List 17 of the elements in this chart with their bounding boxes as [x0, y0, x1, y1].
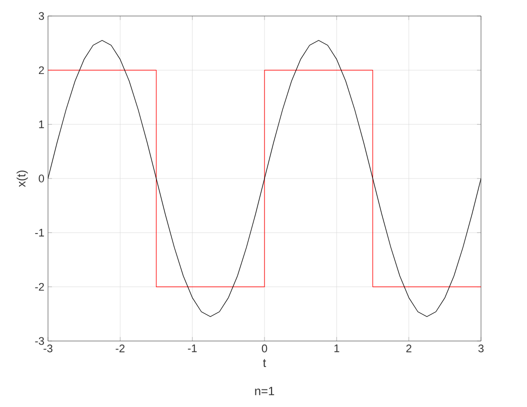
x-tick-label: -1: [188, 344, 197, 352]
x-tick-label: 1: [334, 344, 340, 352]
y-tick-label: 1: [39, 120, 44, 128]
y-tick-label: -3: [35, 337, 44, 345]
x-axis-title: t: [263, 359, 266, 368]
x-tick-label: 3: [478, 344, 484, 352]
y-tick-label: -1: [35, 228, 44, 236]
x-tick-label: -2: [116, 344, 125, 352]
y-tick-label: 3: [38, 12, 44, 20]
y-tick-label: 0: [38, 174, 44, 182]
y-axis-title: x(t): [16, 170, 28, 188]
y-tick-label: 2: [38, 66, 44, 74]
x-tick-label: -3: [44, 344, 52, 352]
text: n=1: [255, 386, 274, 396]
y-tick-label: -2: [35, 283, 44, 291]
x-tick-label: 0: [262, 344, 268, 352]
x-tick-label: 2: [406, 344, 412, 352]
